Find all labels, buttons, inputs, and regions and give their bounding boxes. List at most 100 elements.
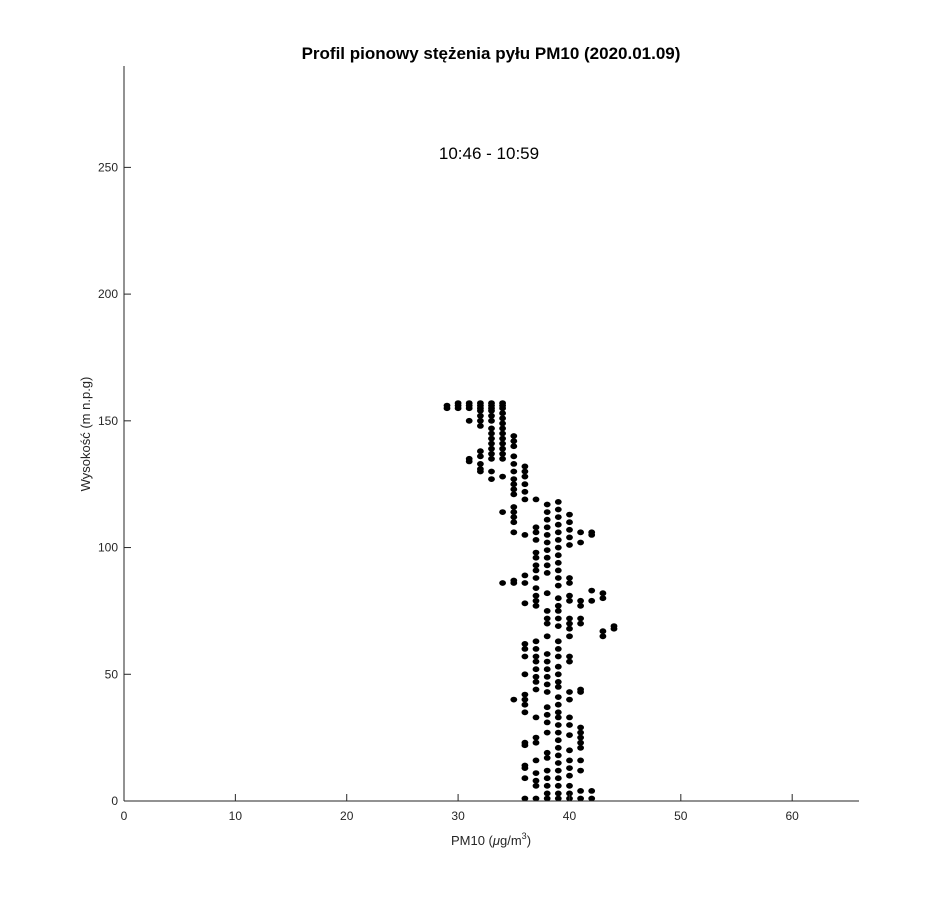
data-point [532, 658, 540, 665]
data-point [554, 514, 562, 520]
data-point [488, 440, 495, 447]
data-point [543, 547, 551, 553]
data-point [488, 435, 495, 442]
data-point [532, 777, 540, 784]
data-point [554, 790, 562, 797]
data-point [543, 790, 551, 797]
data-point [543, 729, 551, 736]
data-point [499, 473, 506, 480]
data-point [543, 539, 551, 546]
data-point [554, 653, 562, 660]
data-point [543, 704, 551, 711]
data-point [554, 646, 562, 652]
data-point [488, 425, 495, 432]
data-point [554, 575, 562, 581]
data-point [532, 549, 540, 556]
data-point [577, 724, 584, 731]
data-point [599, 595, 607, 602]
data-point [577, 620, 584, 627]
data-point [554, 663, 562, 670]
data-point [521, 481, 529, 488]
data-point [543, 570, 551, 576]
x-tick-label: 0 [121, 809, 128, 823]
data-point [521, 691, 529, 698]
data-point [510, 514, 518, 520]
data-point [599, 633, 607, 640]
data-point [532, 597, 540, 604]
data-point [554, 701, 562, 708]
data-point [499, 425, 506, 432]
data-point [566, 592, 573, 599]
data-point [499, 420, 506, 427]
data-point [510, 486, 518, 493]
data-point [499, 455, 506, 462]
data-point [554, 714, 562, 721]
data-point [532, 524, 540, 531]
data-point [554, 767, 562, 774]
data-point [566, 534, 573, 541]
data-point [599, 628, 607, 635]
data-point [532, 638, 540, 645]
data-point [532, 496, 540, 503]
data-point [554, 684, 562, 690]
data-point [577, 539, 584, 546]
data-point [554, 760, 562, 766]
data-point [521, 488, 529, 495]
data-point [499, 440, 506, 447]
data-point [521, 600, 529, 607]
data-point [566, 615, 573, 622]
data-point [532, 562, 540, 569]
data-point [488, 430, 495, 437]
data-point [521, 775, 529, 782]
data-point [499, 415, 506, 422]
x-tick-label: 40 [563, 809, 577, 823]
data-point [554, 709, 562, 716]
data-point [554, 623, 562, 629]
data-point [488, 412, 495, 419]
data-point [510, 519, 518, 526]
data-point [566, 620, 573, 627]
data-point [532, 782, 540, 789]
data-point [532, 757, 540, 764]
data-point [477, 453, 484, 460]
data-point [532, 714, 540, 721]
data-point [554, 782, 562, 789]
data-point [510, 476, 518, 482]
data-point [443, 405, 451, 412]
data-point [477, 468, 484, 475]
data-point [499, 410, 506, 417]
chart-title: Profil pionowy stężenia pyłu PM10 (2020.… [302, 44, 681, 63]
data-point [510, 468, 518, 475]
data-point [543, 651, 551, 657]
data-point [532, 575, 540, 581]
data-point [521, 696, 529, 703]
data-point [543, 681, 551, 688]
x-tick-label: 10 [229, 809, 243, 823]
data-point [543, 795, 551, 802]
data-point [599, 590, 607, 597]
data-point [543, 516, 551, 523]
data-point [521, 701, 529, 708]
data-point [554, 638, 562, 645]
data-point [521, 709, 529, 716]
data-point [566, 658, 573, 665]
data-point [510, 696, 518, 703]
y-tick-label: 0 [111, 794, 118, 808]
data-point [543, 590, 551, 597]
data-point [543, 554, 551, 561]
data-point [521, 532, 529, 538]
data-point [510, 461, 518, 467]
data-point [566, 511, 573, 518]
data-point [543, 501, 551, 508]
data-point [554, 795, 562, 802]
data-point [566, 790, 573, 797]
data-point [521, 653, 529, 660]
data-point [554, 722, 562, 728]
data-point [465, 417, 473, 424]
data-point [554, 737, 562, 744]
data-point [510, 509, 518, 515]
data-point [521, 473, 529, 480]
data-point [554, 552, 562, 559]
data-point [588, 587, 596, 594]
data-point [543, 782, 551, 789]
